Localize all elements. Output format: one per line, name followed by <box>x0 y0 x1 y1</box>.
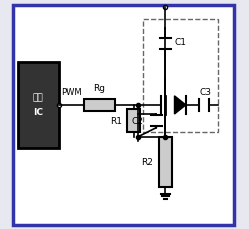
Text: PWM: PWM <box>61 87 81 96</box>
Bar <box>84 99 115 112</box>
Bar <box>159 137 172 187</box>
Text: C2: C2 <box>132 117 144 126</box>
Text: 电源: 电源 <box>33 93 44 102</box>
Bar <box>18 63 59 148</box>
Bar <box>143 19 218 133</box>
Polygon shape <box>175 96 186 114</box>
Text: Rg: Rg <box>94 84 106 93</box>
Text: IC: IC <box>33 108 43 117</box>
Bar <box>127 110 140 133</box>
Text: R2: R2 <box>142 158 153 166</box>
Text: C3: C3 <box>199 87 211 96</box>
Text: R1: R1 <box>110 117 122 126</box>
Text: C1: C1 <box>175 38 187 46</box>
